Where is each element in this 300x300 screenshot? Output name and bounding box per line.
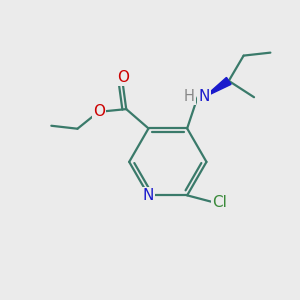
- Text: O: O: [117, 70, 129, 85]
- Text: Cl: Cl: [212, 195, 227, 210]
- Text: N: N: [143, 188, 154, 203]
- Text: N: N: [198, 89, 210, 104]
- Polygon shape: [204, 77, 231, 97]
- Text: O: O: [93, 104, 105, 119]
- Text: H: H: [184, 89, 195, 104]
